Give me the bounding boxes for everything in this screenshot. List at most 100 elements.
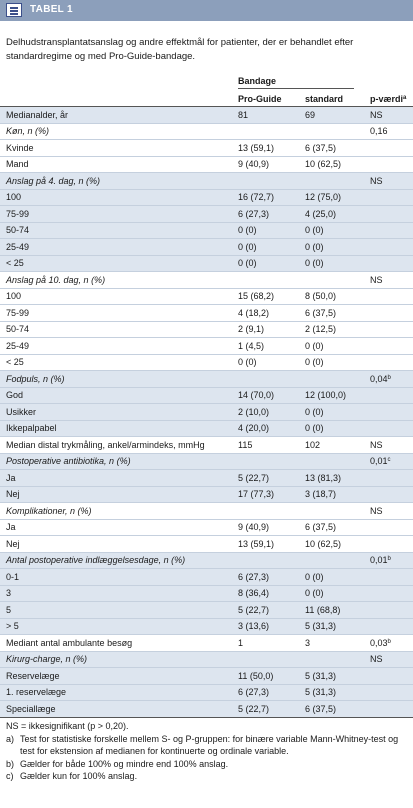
- table-title: TABEL 1: [30, 4, 73, 15]
- cell-pro-guide: 0 (0): [238, 357, 257, 367]
- footnote: b) Gælder for både 100% og mindre end 100…: [6, 758, 408, 771]
- cell-standard: 0 (0): [305, 258, 324, 268]
- table-row: < 25 0 (0) 0 (0): [0, 355, 413, 371]
- row-label: Ja: [6, 472, 16, 483]
- footnote: NS = ikkesignifikant (p > 0,20).: [6, 721, 129, 731]
- row-label: Ikkepalpabel: [6, 423, 57, 433]
- row-label: 100: [6, 291, 22, 301]
- cell-standard: 6 (37,5): [305, 703, 337, 714]
- footnote-ref: b: [387, 374, 391, 381]
- cell-pro-guide: 16 (72,7): [238, 192, 275, 202]
- cell-standard: 0 (0): [305, 571, 324, 582]
- cell-standard: 69: [305, 109, 316, 120]
- table-row: Nej 13 (59,1) 10 (62,5): [0, 536, 413, 553]
- footnote-ref: a: [403, 95, 407, 101]
- cell-pro-guide: 15 (68,2): [238, 291, 275, 301]
- table-row: Reservelæge 11 (50,0) 5 (31,3): [0, 668, 413, 685]
- cell-standard: 12 (75,0): [305, 192, 342, 202]
- table-row: Medianalder, år 81 69 NS: [0, 107, 413, 124]
- table-row: God 14 (70,0) 12 (100,0): [0, 387, 413, 404]
- section-heading-row: Antal postoperative indlæggelsesdage, n …: [0, 552, 413, 569]
- section-heading-row: Fodpuls, n (%) 0,04b: [0, 371, 413, 388]
- table-row: 75-99 4 (18,2) 6 (37,5): [0, 305, 413, 322]
- cell-standard: 6 (37,5): [305, 307, 337, 318]
- cell-standard: 10 (62,5): [305, 159, 342, 169]
- table-row: 50-74 0 (0) 0 (0): [0, 222, 413, 239]
- column-header: p-værdia: [370, 94, 406, 104]
- table-row: Ja 5 (22,7) 13 (81,3): [0, 470, 413, 487]
- row-label: Medianalder, år: [6, 109, 69, 120]
- cell-standard: 2 (12,5): [305, 324, 337, 334]
- row-label: Anslag på 10. dag, n (%): [6, 274, 106, 285]
- cell-p-value: NS: [370, 176, 383, 186]
- cell-p-value: 0,03b: [370, 638, 391, 648]
- row-label: Kirurg-charge, n (%): [6, 654, 88, 664]
- caption: Delhudstransplantatsanslag og andre effe…: [6, 37, 354, 62]
- cell-pro-guide: 5 (22,7): [238, 604, 270, 615]
- p-value: NS: [370, 505, 383, 516]
- cell-pro-guide: 115: [238, 439, 253, 450]
- cell-pro-guide: 1 (4,5): [238, 340, 265, 351]
- cell-p-value: NS: [370, 654, 383, 664]
- cell-p-value: NS: [370, 440, 383, 450]
- cell-pro-guide: 2 (9,1): [238, 324, 265, 334]
- table-row: 100 15 (68,2) 8 (50,0): [0, 289, 413, 305]
- cell-pro-guide: 14 (70,0): [238, 390, 275, 400]
- cell-standard: 3 (18,7): [305, 489, 337, 499]
- table-row: 25-49 0 (0) 0 (0): [0, 239, 413, 256]
- table-row: 1. reservelæge 6 (27,3) 5 (31,3): [0, 684, 413, 701]
- cell-p-value: NS: [370, 506, 383, 516]
- cell-standard: 5 (31,3): [305, 670, 337, 681]
- cell-standard: 6 (37,5): [305, 142, 337, 153]
- row-label: 25-49: [6, 241, 30, 252]
- row-label: 50-74: [6, 324, 30, 334]
- row-label: > 5: [6, 621, 19, 631]
- p-value: 0,01: [370, 555, 388, 565]
- table-row: Speciallæge 5 (22,7) 6 (37,5): [0, 701, 413, 718]
- cell-p-value: 0,16: [370, 126, 388, 136]
- row-label: Fodpuls, n (%): [6, 373, 65, 384]
- cell-pro-guide: 8 (36,4): [238, 588, 270, 598]
- row-label: Antal postoperative indlæggelsesdage, n …: [6, 555, 186, 565]
- cell-standard: 11 (68,8): [305, 604, 341, 615]
- cell-pro-guide: 13 (59,1): [238, 538, 275, 549]
- row-label: < 25: [6, 357, 24, 367]
- table-row: Median distal trykmåling, ankel/armindek…: [0, 437, 413, 454]
- cell-pro-guide: 11 (50,0): [238, 670, 274, 681]
- cell-pro-guide: 13 (59,1): [238, 142, 275, 153]
- footnote-ref: b: [387, 556, 391, 562]
- cell-pro-guide: 4 (18,2): [238, 307, 270, 318]
- cell-p-value: NS: [370, 275, 383, 285]
- section-heading-row: Anslag på 4. dag, n (%) NS: [0, 173, 413, 190]
- row-label: Ja: [6, 522, 16, 532]
- cell-standard: 0 (0): [305, 241, 324, 252]
- row-label: 100: [6, 192, 22, 202]
- row-label: Køn, n (%): [6, 126, 50, 136]
- table-row: > 5 3 (13,6) 5 (31,3): [0, 618, 413, 635]
- table-row: 5 5 (22,7) 11 (68,8): [0, 602, 413, 619]
- cell-pro-guide: 17 (77,3): [238, 489, 275, 499]
- footnote-text: Test for statistiske forskelle mellem S-…: [20, 733, 399, 757]
- cell-standard: 0 (0): [305, 357, 324, 367]
- cell-standard: 10 (62,5): [305, 538, 342, 549]
- cell-pro-guide: 4 (20,0): [238, 423, 270, 433]
- row-label: Median distal trykmåling, ankel/armindek…: [6, 439, 205, 450]
- section-heading-row: Anslag på 10. dag, n (%) NS: [0, 272, 413, 289]
- table-row: Ja 9 (40,9) 6 (37,5): [0, 520, 413, 536]
- column-group-header: Bandage: [238, 76, 277, 86]
- cell-p-value: NS: [370, 110, 383, 120]
- cell-pro-guide: 6 (27,3): [238, 687, 270, 697]
- section-heading-row: Kirurg-charge, n (%) NS: [0, 651, 413, 668]
- row-label: Speciallæge: [6, 703, 56, 714]
- row-label: Kvinde: [6, 142, 34, 153]
- row-label: Nej: [6, 538, 20, 549]
- footnote-mark: c): [6, 771, 14, 781]
- row-label: 0-1: [6, 571, 20, 582]
- cell-standard: 0 (0): [305, 340, 324, 351]
- cell-standard: 0 (0): [305, 225, 324, 235]
- table-row: < 25 0 (0) 0 (0): [0, 255, 413, 272]
- table-row: 75-99 6 (27,3) 4 (25,0): [0, 206, 413, 223]
- row-label: 75-99: [6, 307, 30, 318]
- column-header-text: p-værdi: [370, 94, 404, 104]
- p-value: NS: [370, 109, 383, 120]
